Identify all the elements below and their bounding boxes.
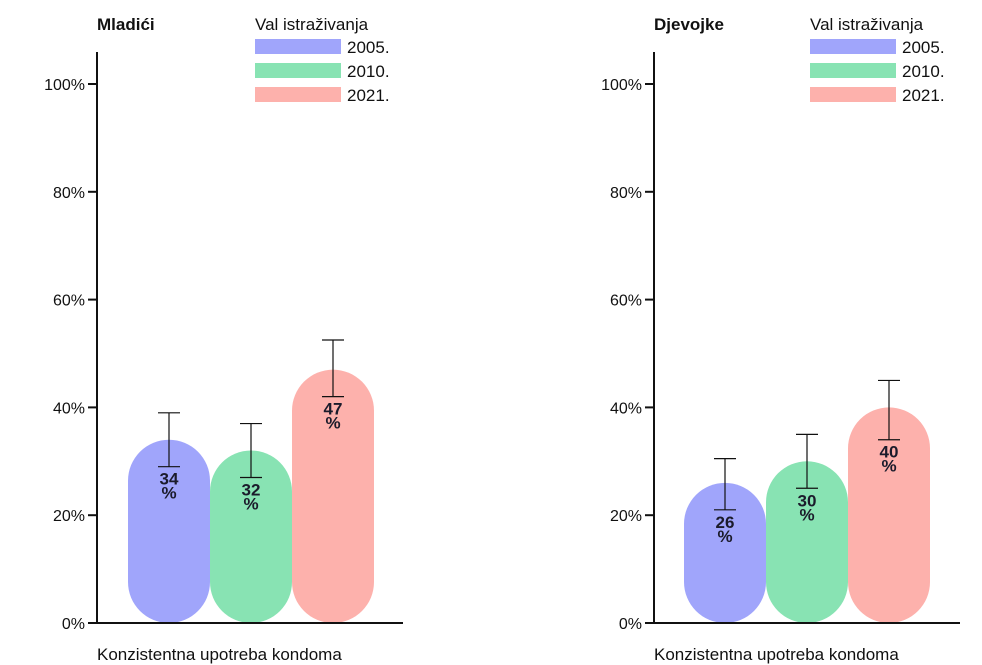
bar-2010 (766, 461, 848, 623)
data-label-unit: % (161, 484, 176, 503)
legend-swatch-2005 (810, 39, 896, 54)
legend-title: Val istraživanja (810, 15, 924, 34)
legend-swatch-2021 (810, 87, 896, 102)
chart-title: Mladići (97, 15, 155, 34)
legend-swatch-2010 (255, 63, 341, 78)
data-label-unit: % (799, 505, 814, 524)
legend-label-2010: 2010. (347, 62, 390, 81)
data-label-unit: % (325, 414, 340, 433)
data-label-unit: % (881, 457, 896, 476)
y-tick-label: 20% (610, 508, 642, 525)
y-tick-label: 20% (53, 508, 85, 525)
data-label-value: 32 (242, 480, 261, 499)
x-axis-label: Konzistentna upotreba kondoma (654, 645, 899, 664)
data-label-unit: % (243, 494, 258, 513)
y-tick-label: 40% (610, 400, 642, 417)
chart-mladici: Mladići Val istraživanja 2005. 2010. 2021. 34… (44, 15, 403, 664)
data-label-unit: % (717, 527, 732, 546)
y-tick-label: 80% (53, 185, 85, 202)
bar-2021 (848, 407, 930, 623)
legend-swatch-2010 (810, 63, 896, 78)
y-tick-label: 40% (53, 400, 85, 417)
y-tick-label: 0% (619, 616, 642, 633)
y-tick-label: 100% (44, 77, 85, 94)
chart-title: Djevojke (654, 15, 724, 34)
data-label-2021: 47% (324, 400, 343, 433)
legend-label-2005: 2005. (347, 38, 390, 57)
bar-2021 (292, 369, 374, 623)
y-tick-label: 80% (610, 185, 642, 202)
data-label-value: 30 (798, 491, 817, 510)
chart-djevojke: Djevojke Val istraživanja 2005. 2010. 2021. 2… (601, 15, 960, 664)
data-label-2010: 32% (242, 480, 261, 513)
data-label-value: 26 (716, 513, 735, 532)
legend-label-2010: 2010. (902, 62, 945, 81)
chart-panel-mladici: Mladići Val istraživanja 2005. 2010. 2021. 34… (0, 0, 480, 665)
y-tick-label: 60% (53, 293, 85, 310)
chart-panel-djevojke: Djevojke Val istraživanja 2005. 2010. 2021. 2… (500, 0, 980, 665)
data-label-value: 34 (160, 470, 179, 489)
bar-2005 (684, 482, 766, 623)
data-label-value: 47 (324, 400, 343, 419)
y-tick-label: 100% (601, 77, 642, 94)
legend-label-2021: 2021. (347, 86, 390, 105)
data-label-2021: 40% (880, 443, 899, 476)
y-tick-label: 60% (610, 293, 642, 310)
legend-title: Val istraživanja (255, 15, 369, 34)
bar-2010 (210, 450, 292, 623)
data-label-2005: 34% (160, 470, 179, 503)
legend-label-2021: 2021. (902, 86, 945, 105)
y-tick-label: 0% (62, 616, 85, 633)
legend-swatch-2005 (255, 39, 341, 54)
x-axis-label: Konzistentna upotreba kondoma (97, 645, 342, 664)
data-label-2005: 26% (716, 513, 735, 546)
data-label-2010: 30% (798, 491, 817, 524)
legend-label-2005: 2005. (902, 38, 945, 57)
legend-swatch-2021 (255, 87, 341, 102)
data-label-value: 40 (880, 443, 899, 462)
bar-2005 (128, 439, 210, 623)
